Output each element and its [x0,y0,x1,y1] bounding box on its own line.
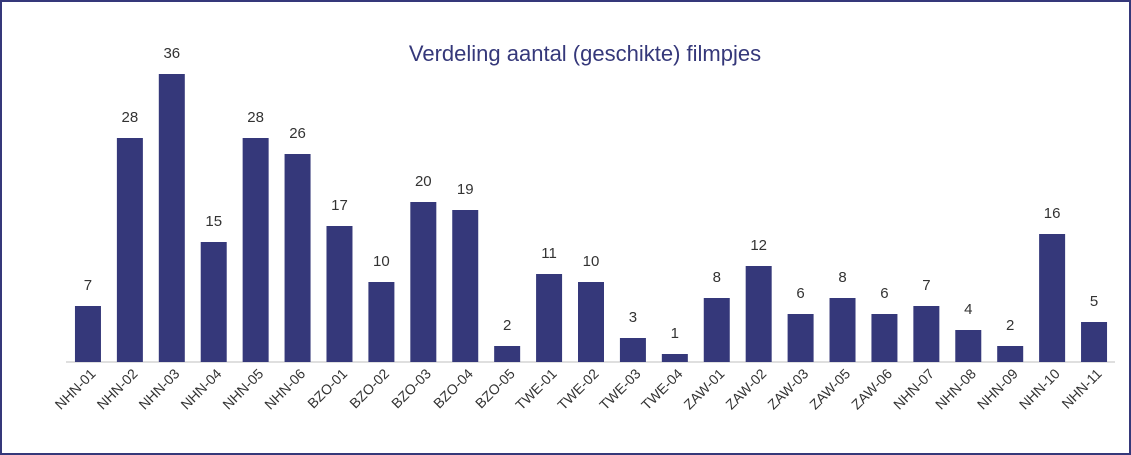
data-label: 7 [84,277,92,294]
data-label: 10 [583,253,600,270]
data-label: 28 [122,109,139,126]
bar [997,346,1024,362]
data-label: 10 [373,253,390,270]
chart-title: Verdeling aantal (geschikte) filmpjes [409,41,761,66]
data-label: 2 [1006,317,1014,334]
data-label: 36 [163,45,180,62]
bar [1081,322,1108,362]
bar [116,138,143,362]
data-label: 11 [541,245,557,262]
bar [661,354,688,362]
bar [619,338,646,362]
bar [578,282,604,362]
data-label: 16 [1044,205,1061,222]
bar [703,298,730,362]
bar [410,202,437,362]
data-label: 5 [1090,293,1098,310]
data-label: 6 [796,285,804,302]
bar [1039,234,1066,362]
bar [745,266,772,362]
bar [955,330,982,362]
data-label: 7 [922,277,930,294]
bar [787,314,814,362]
bar [74,306,101,362]
data-label: 6 [880,285,888,302]
data-label: 4 [964,301,972,318]
bar [871,314,898,362]
bar [326,226,353,362]
data-label: 20 [415,173,432,190]
data-label: 12 [750,237,767,254]
data-label: 3 [629,309,637,326]
bar [158,74,185,362]
bar [284,154,311,362]
bar [242,138,269,362]
data-label: 1 [671,325,679,342]
bar [913,306,940,362]
bar [829,298,856,362]
data-label: 2 [503,317,511,334]
data-label: 19 [457,181,474,198]
data-label: 15 [205,213,222,230]
bar [368,282,395,362]
bar [200,242,227,362]
data-label: 8 [713,269,721,286]
data-label: 28 [247,109,264,126]
data-label: 26 [289,125,306,142]
data-label: 8 [838,269,846,286]
bar [494,346,521,362]
bar [452,210,479,362]
bar [536,274,563,362]
data-label: 17 [331,197,348,214]
